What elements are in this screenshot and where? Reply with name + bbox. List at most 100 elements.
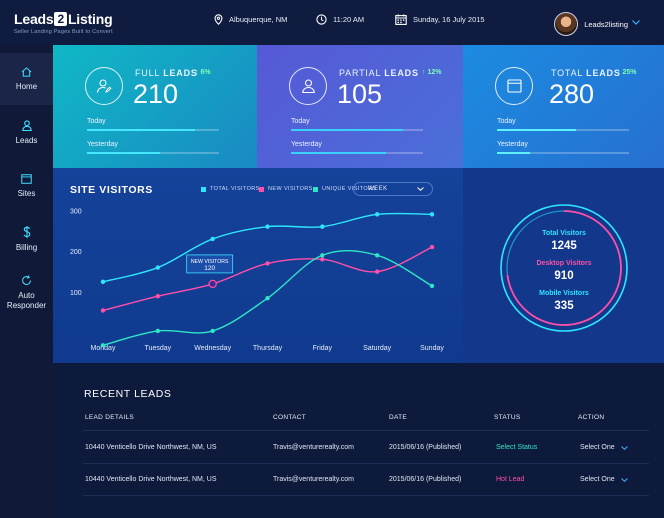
yesterday-label: Yesterday: [87, 141, 118, 148]
data-point: [320, 224, 325, 229]
card-title-prefix: PARTIAL: [339, 68, 385, 78]
date-text: Sunday, 16 July 2015: [413, 15, 485, 24]
data-point: [155, 265, 161, 270]
brand-name-left: Leads: [14, 11, 54, 27]
legend-label: TOTAL VISITORS: [210, 186, 260, 192]
lead-details: 10440 Venticello Drive Northwest, NM, US: [85, 476, 217, 483]
avatar[interactable]: [554, 12, 579, 36]
data-point: [374, 212, 380, 217]
data-point: [374, 253, 380, 258]
y-tick-label: 100: [70, 290, 82, 297]
sidebar-item-label: Billing: [15, 242, 38, 252]
yesterday-progress-fill: [497, 152, 530, 154]
legend-swatch: [201, 186, 206, 192]
sidebar: Home Leads Sites Billing Auto Responder: [0, 45, 53, 518]
data-point: [429, 283, 435, 289]
site-visitors-panel: SITE VISITORS TOTAL VISITORS NEW VISITOR…: [53, 168, 463, 363]
desktop-visitors-label: Desktop Visitors: [536, 260, 591, 267]
calendar-icon: [395, 14, 407, 25]
user-edit-icon: [96, 79, 112, 93]
sidebar-item-leads[interactable]: Leads: [0, 107, 53, 159]
action-select[interactable]: Select One: [580, 444, 615, 451]
data-point: [265, 224, 270, 229]
legend-label: NEW VISITORS: [268, 186, 313, 192]
brand-name-right: Listing: [67, 11, 113, 27]
status-select[interactable]: Hot Lead: [496, 476, 525, 483]
legend-unique[interactable]: UNIQUE VISITORS: [313, 186, 377, 192]
x-tick-label: Monday: [91, 345, 116, 352]
chevron-down-icon[interactable]: [621, 446, 628, 450]
sidebar-item-billing[interactable]: Billing: [0, 213, 53, 265]
lead-contact[interactable]: Travis@venturerealty.com: [273, 476, 355, 483]
data-point: [320, 257, 325, 262]
column-header-action: ACTION: [578, 414, 605, 421]
sidebar-item-label: Sites: [17, 188, 36, 198]
legend-swatch: [313, 186, 318, 192]
today-label: Today: [497, 118, 516, 125]
lead-user-icon-badge: [289, 67, 327, 105]
card-value: 210: [133, 79, 179, 109]
action-select[interactable]: Select One: [580, 476, 615, 483]
sidebar-item-sites[interactable]: Sites: [0, 160, 53, 212]
chevron-down-icon[interactable]: [621, 478, 628, 482]
column-header-status: STATUS: [494, 414, 521, 421]
legend-swatch: [259, 186, 264, 192]
sidebar-item-label: Auto: [18, 291, 35, 300]
full-leads-card[interactable]: FULL LEADS ↑ 6% 210 Today Yesterday: [53, 45, 257, 168]
card-title-prefix: TOTAL: [551, 68, 587, 78]
today-progress: [497, 129, 629, 131]
chevron-down-icon: [417, 187, 424, 191]
user-icon: [301, 79, 315, 94]
period-select[interactable]: WEEK: [353, 182, 433, 196]
visitor-ring-chart: Total Visitors 1245 Desktop Visitors 910 Mob…: [500, 204, 628, 332]
today-progress-fill: [291, 129, 404, 131]
card-title-suffix: LEADS: [163, 68, 198, 78]
card-title-prefix: FULL: [135, 68, 164, 78]
clock-icon: [316, 14, 327, 25]
data-point: [210, 236, 215, 242]
data-point: [100, 279, 106, 285]
total-leads-card[interactable]: TOTAL LEADS ↑ 25% 280 Today Yesterday: [463, 45, 664, 168]
partial-leads-card[interactable]: PARTIAL LEADS ↑ 12% 105 Today Yesterday: [257, 45, 463, 168]
x-tick-label: Thursday: [253, 345, 283, 352]
dollar-icon: [23, 225, 30, 238]
yesterday-progress-fill: [87, 152, 160, 154]
lead-contact[interactable]: Travis@venturerealty.com: [273, 444, 355, 451]
sidebar-item-home[interactable]: Home: [0, 53, 53, 105]
mobile-visitors-value: 335: [554, 300, 574, 312]
total-visitors-label: Total Visitors: [542, 230, 586, 237]
refresh-icon: [22, 275, 31, 285]
desktop-visitors-value: 910: [554, 270, 573, 282]
chevron-down-icon[interactable]: [632, 20, 640, 25]
legend-total[interactable]: TOTAL VISITORS: [201, 186, 260, 192]
yesterday-progress: [87, 152, 219, 154]
desktop-visitors-arc: [506, 210, 622, 326]
y-tick-label: 200: [70, 249, 82, 256]
period-value: WEEK: [368, 186, 388, 192]
yesterday-label: Yesterday: [497, 141, 528, 148]
today-progress: [291, 129, 423, 131]
brand-logo[interactable]: Leads 2 Listing Seller Landing Pages Built…: [14, 11, 113, 35]
lead-browser-icon-badge: [495, 67, 533, 105]
legend-new[interactable]: NEW VISITORS: [259, 186, 313, 192]
user-menu[interactable]: Leads2listing: [554, 12, 628, 36]
browser-icon: [506, 79, 522, 93]
status-select[interactable]: Select Status: [496, 444, 538, 451]
card-title-suffix: LEADS: [586, 68, 621, 78]
sidebar-item-autoresponder[interactable]: Auto Responder: [0, 263, 53, 323]
card-title: FULL LEADS: [135, 68, 198, 78]
x-tick-label: Wednesday: [194, 345, 231, 352]
data-point: [265, 261, 270, 266]
column-header-lead-details: LEAD DETAILS: [85, 414, 134, 421]
x-tick-label: Saturday: [363, 345, 392, 352]
recent-leads-section: RECENT LEADS LEAD DETAILS CONTACT DATE S…: [53, 363, 664, 518]
recent-leads-title: RECENT LEADS: [84, 388, 172, 400]
today-progress: [87, 129, 219, 131]
username: Leads2listing: [584, 19, 628, 29]
divider: [83, 495, 649, 496]
brand-name-mid: 2: [54, 12, 67, 26]
legend-label: UNIQUE VISITORS: [322, 186, 377, 192]
brand-name: Leads 2 Listing: [14, 11, 113, 27]
sidebar-item-label: Responder: [6, 301, 47, 310]
x-tick-label: Sunday: [420, 345, 444, 352]
